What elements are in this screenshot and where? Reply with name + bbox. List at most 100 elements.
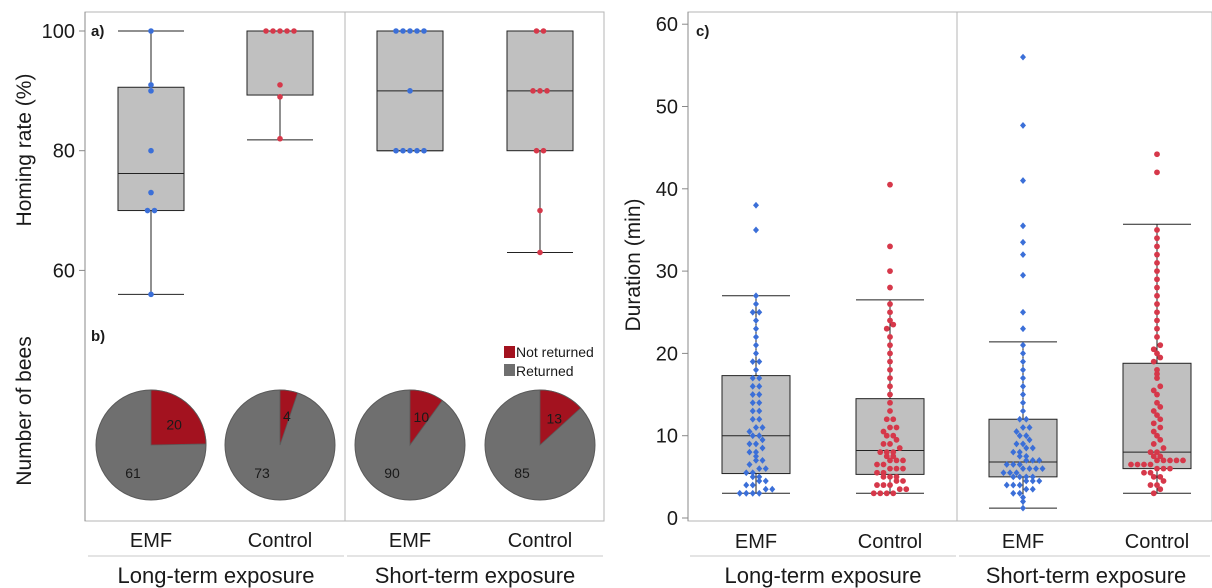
data-point	[762, 485, 769, 493]
data-point	[1154, 432, 1160, 439]
xcat-left-control-long: Control	[248, 530, 312, 552]
data-point	[887, 334, 893, 340]
data-point	[759, 436, 766, 444]
ylabel-homing-rate: Homing rate (%)	[13, 74, 36, 227]
data-point	[1160, 478, 1167, 484]
data-point	[1020, 440, 1026, 448]
y-tick-label-c-2: 20	[656, 343, 678, 365]
data-point	[900, 465, 906, 472]
xcat-right-emf-long: EMF	[735, 531, 777, 553]
data-point	[291, 28, 297, 34]
data-point	[1147, 461, 1154, 468]
xcat-left-control-short: Control	[508, 530, 572, 552]
pie-slice-not-returned	[279, 389, 299, 446]
data-point	[1154, 227, 1160, 233]
data-point	[1154, 309, 1160, 316]
data-point	[1173, 457, 1180, 464]
data-point	[1020, 122, 1026, 129]
ylabel-number-of-bees: Number of bees	[13, 336, 36, 485]
data-point	[1154, 482, 1160, 488]
data-point	[1147, 449, 1154, 456]
data-point	[874, 461, 880, 468]
data-point	[887, 482, 893, 488]
data-point	[753, 424, 759, 431]
data-point	[1157, 436, 1164, 443]
data-point	[1147, 482, 1154, 488]
data-point	[887, 457, 893, 464]
data-point	[1150, 490, 1157, 497]
data-point	[883, 416, 890, 423]
data-point	[893, 478, 900, 484]
data-point	[1020, 374, 1026, 382]
pie-label-not-returned: 10	[414, 409, 430, 425]
data-point	[277, 82, 283, 88]
data-point	[1020, 407, 1026, 415]
pie-slice-not-returned	[150, 389, 207, 446]
data-point	[887, 284, 893, 291]
data-point	[749, 415, 756, 423]
data-point	[880, 441, 887, 447]
data-point	[890, 321, 897, 328]
data-point	[749, 407, 756, 415]
data-point	[883, 490, 890, 497]
data-point	[1033, 465, 1039, 473]
data-point	[1154, 334, 1160, 340]
data-point	[759, 444, 766, 452]
data-point	[393, 147, 399, 154]
data-point	[874, 469, 880, 476]
boxplot-a-1	[246, 28, 314, 142]
data-point	[753, 350, 759, 357]
data-point	[1020, 271, 1026, 279]
data-point	[870, 490, 877, 497]
data-point	[148, 28, 154, 34]
data-point	[753, 317, 759, 324]
pie-label-returned: 85	[514, 465, 530, 481]
data-point	[1154, 399, 1160, 406]
data-point	[1023, 477, 1030, 485]
data-point	[753, 333, 759, 341]
pie-label-returned: 73	[254, 465, 270, 481]
data-point	[880, 482, 887, 488]
data-point	[1154, 325, 1160, 332]
data-point	[887, 383, 893, 390]
data-point	[756, 432, 763, 440]
group-label-right-long: Long-term exposure	[725, 563, 922, 588]
data-point	[1150, 408, 1157, 414]
data-point	[887, 243, 893, 250]
data-point	[1016, 461, 1023, 468]
data-point	[1023, 485, 1030, 493]
data-point	[144, 207, 151, 214]
data-point	[421, 147, 427, 154]
data-point	[880, 469, 887, 476]
data-point	[753, 452, 759, 460]
data-point	[1157, 403, 1164, 410]
y-ticks-panel-c: 0 10 20 30 40 50 60	[656, 14, 688, 530]
data-point	[887, 399, 893, 406]
data-point	[263, 28, 269, 34]
data-point	[883, 453, 890, 460]
y-tick-label-c-3: 30	[656, 261, 678, 283]
data-point	[1036, 456, 1043, 464]
data-point	[1020, 465, 1026, 473]
y-ticks-panel-a: 60 80 100	[42, 21, 85, 282]
data-point	[883, 325, 890, 332]
data-point	[1029, 456, 1036, 464]
data-point	[759, 424, 766, 431]
data-point	[277, 28, 283, 34]
group-label-right-short: Short-term exposure	[986, 563, 1187, 588]
data-point	[1154, 317, 1160, 324]
data-point	[887, 309, 893, 316]
data-point	[537, 88, 543, 94]
data-point	[746, 428, 753, 435]
y-tick-label-a-2: 100	[42, 21, 75, 43]
data-point	[1026, 465, 1033, 473]
data-point	[1020, 251, 1026, 259]
pie-3: 13 85	[484, 389, 596, 501]
data-point	[400, 28, 406, 34]
data-point	[887, 350, 893, 357]
data-point	[749, 481, 756, 489]
data-point	[530, 88, 536, 94]
data-point	[749, 308, 756, 316]
data-point	[887, 391, 893, 398]
pie-label-not-returned: 13	[546, 410, 562, 426]
